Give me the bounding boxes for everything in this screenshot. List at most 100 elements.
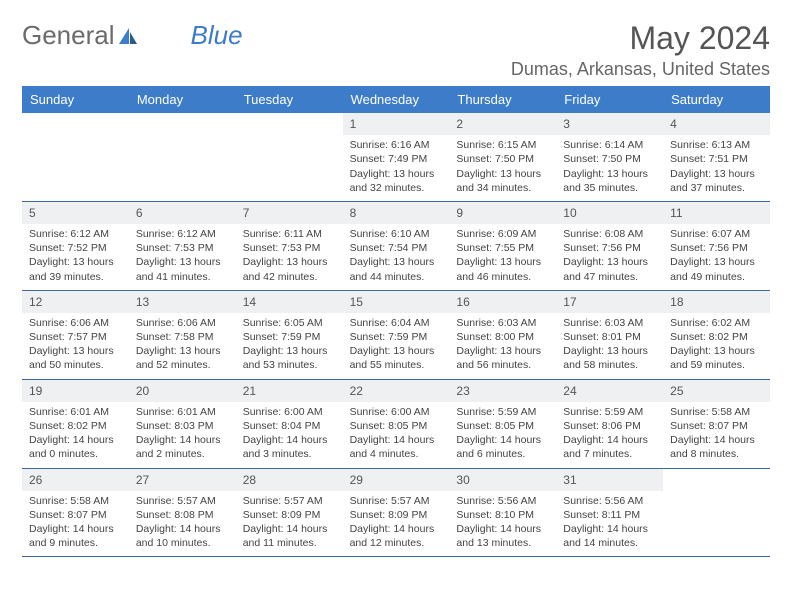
detail-line: Sunset: 7:55 PM [456,241,549,255]
detail-line: Sunrise: 6:11 AM [243,227,336,241]
detail-line: Sunrise: 5:59 AM [456,405,549,419]
logo-sail-icon [117,26,139,46]
day-details: Sunrise: 6:04 AMSunset: 7:59 PMDaylight:… [343,313,450,379]
calendar-cell: 23Sunrise: 5:59 AMSunset: 8:05 PMDayligh… [449,380,556,469]
detail-line: Sunset: 8:05 PM [456,419,549,433]
detail-line: Sunrise: 6:03 AM [563,316,656,330]
detail-line: Daylight: 14 hours [136,433,229,447]
day-number: 25 [663,380,770,402]
detail-line: Sunset: 7:58 PM [136,330,229,344]
day-details: Sunrise: 6:14 AMSunset: 7:50 PMDaylight:… [556,135,663,201]
calendar-cell: 24Sunrise: 5:59 AMSunset: 8:06 PMDayligh… [556,380,663,469]
detail-line: Sunset: 8:02 PM [670,330,763,344]
detail-line: Sunset: 7:59 PM [350,330,443,344]
detail-line: Daylight: 13 hours [29,344,122,358]
calendar-cell: 2Sunrise: 6:15 AMSunset: 7:50 PMDaylight… [449,113,556,202]
detail-line: Sunset: 7:53 PM [136,241,229,255]
day-details: Sunrise: 6:00 AMSunset: 8:05 PMDaylight:… [343,402,450,468]
calendar-cell: 27Sunrise: 5:57 AMSunset: 8:08 PMDayligh… [129,469,236,558]
calendar-cell: 10Sunrise: 6:08 AMSunset: 7:56 PMDayligh… [556,202,663,291]
detail-line: Daylight: 13 hours [670,344,763,358]
calendar-cell: 16Sunrise: 6:03 AMSunset: 8:00 PMDayligh… [449,291,556,380]
detail-line: and 12 minutes. [350,536,443,550]
detail-line: Sunrise: 5:57 AM [350,494,443,508]
detail-line: Sunset: 8:08 PM [136,508,229,522]
detail-line: Sunset: 8:03 PM [136,419,229,433]
day-number: 29 [343,469,450,491]
detail-line: Daylight: 14 hours [350,433,443,447]
weekday-label: Sunday [22,86,129,113]
calendar-cell [129,113,236,202]
day-number: 17 [556,291,663,313]
detail-line: Sunset: 7:57 PM [29,330,122,344]
detail-line: Daylight: 14 hours [350,522,443,536]
calendar-cell: 17Sunrise: 6:03 AMSunset: 8:01 PMDayligh… [556,291,663,380]
day-details: Sunrise: 6:12 AMSunset: 7:53 PMDaylight:… [129,224,236,290]
detail-line: Sunset: 8:11 PM [563,508,656,522]
calendar-cell: 18Sunrise: 6:02 AMSunset: 8:02 PMDayligh… [663,291,770,380]
weekday-label: Tuesday [236,86,343,113]
brand-text-1: General [22,20,115,51]
detail-line: Daylight: 13 hours [243,344,336,358]
day-details: Sunrise: 6:16 AMSunset: 7:49 PMDaylight:… [343,135,450,201]
day-number: 26 [22,469,129,491]
detail-line: Sunset: 8:10 PM [456,508,549,522]
detail-line: Sunrise: 5:58 AM [29,494,122,508]
calendar-cell: 8Sunrise: 6:10 AMSunset: 7:54 PMDaylight… [343,202,450,291]
detail-line: Sunrise: 6:10 AM [350,227,443,241]
detail-line: Daylight: 13 hours [670,255,763,269]
detail-line: Sunrise: 5:59 AM [563,405,656,419]
title-block: May 2024 Dumas, Arkansas, United States [511,20,770,80]
detail-line: Sunset: 7:51 PM [670,152,763,166]
detail-line: and 14 minutes. [563,536,656,550]
calendar-cell: 19Sunrise: 6:01 AMSunset: 8:02 PMDayligh… [22,380,129,469]
detail-line: Sunrise: 5:58 AM [670,405,763,419]
detail-line: Daylight: 13 hours [350,255,443,269]
detail-line: Daylight: 13 hours [563,344,656,358]
detail-line: Sunrise: 5:57 AM [136,494,229,508]
detail-line: and 4 minutes. [350,447,443,461]
detail-line: and 50 minutes. [29,358,122,372]
detail-line: and 0 minutes. [29,447,122,461]
detail-line: Daylight: 14 hours [136,522,229,536]
day-number: 10 [556,202,663,224]
day-number: 8 [343,202,450,224]
detail-line: Sunrise: 6:03 AM [456,316,549,330]
detail-line: and 47 minutes. [563,270,656,284]
month-title: May 2024 [511,20,770,57]
day-details: Sunrise: 6:03 AMSunset: 8:01 PMDaylight:… [556,313,663,379]
day-number: 21 [236,380,343,402]
detail-line: Sunrise: 6:12 AM [29,227,122,241]
day-details: Sunrise: 6:09 AMSunset: 7:55 PMDaylight:… [449,224,556,290]
day-number: 24 [556,380,663,402]
detail-line: Sunset: 8:09 PM [350,508,443,522]
detail-line: and 2 minutes. [136,447,229,461]
day-number: 15 [343,291,450,313]
day-number: 18 [663,291,770,313]
day-details: Sunrise: 5:57 AMSunset: 8:08 PMDaylight:… [129,491,236,557]
detail-line: Sunset: 8:02 PM [29,419,122,433]
calendar-cell: 11Sunrise: 6:07 AMSunset: 7:56 PMDayligh… [663,202,770,291]
weekday-label: Friday [556,86,663,113]
day-number: 5 [22,202,129,224]
detail-line: and 49 minutes. [670,270,763,284]
day-details: Sunrise: 6:01 AMSunset: 8:02 PMDaylight:… [22,402,129,468]
detail-line: Sunrise: 6:12 AM [136,227,229,241]
calendar-cell: 28Sunrise: 5:57 AMSunset: 8:09 PMDayligh… [236,469,343,558]
day-number: 14 [236,291,343,313]
detail-line: and 3 minutes. [243,447,336,461]
detail-line: Daylight: 13 hours [29,255,122,269]
day-details: Sunrise: 6:00 AMSunset: 8:04 PMDaylight:… [236,402,343,468]
calendar-cell: 22Sunrise: 6:00 AMSunset: 8:05 PMDayligh… [343,380,450,469]
day-details: Sunrise: 6:03 AMSunset: 8:00 PMDaylight:… [449,313,556,379]
detail-line: and 6 minutes. [456,447,549,461]
detail-line: Daylight: 14 hours [456,522,549,536]
detail-line: Sunrise: 6:07 AM [670,227,763,241]
detail-line: and 7 minutes. [563,447,656,461]
detail-line: Daylight: 13 hours [456,255,549,269]
calendar-cell: 31Sunrise: 5:56 AMSunset: 8:11 PMDayligh… [556,469,663,558]
day-details: Sunrise: 6:11 AMSunset: 7:53 PMDaylight:… [236,224,343,290]
day-details: Sunrise: 6:12 AMSunset: 7:52 PMDaylight:… [22,224,129,290]
detail-line: Sunrise: 6:06 AM [29,316,122,330]
detail-line: and 8 minutes. [670,447,763,461]
